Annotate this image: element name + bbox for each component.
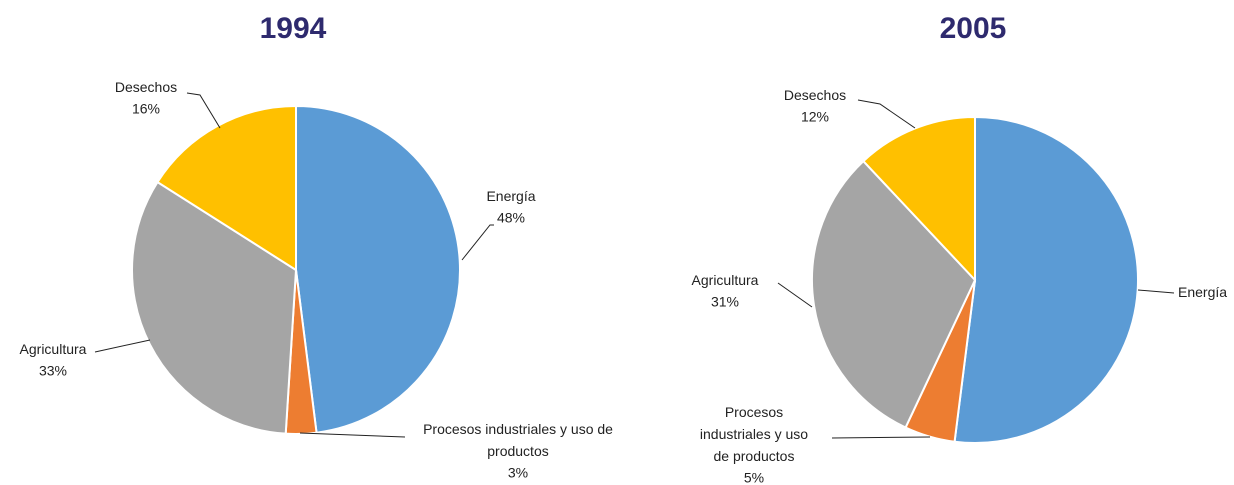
leader-line: [1137, 289, 1175, 294]
category-label-line: Desechos: [115, 79, 177, 95]
value-label: 16%: [132, 101, 160, 117]
category-label: Procesos industriales y uso de productos: [700, 404, 808, 464]
value-label: 12%: [801, 109, 829, 125]
leader-line: [461, 224, 494, 261]
category-label: Desechos: [784, 87, 846, 103]
leader-line: [831, 436, 931, 439]
category-label-line: Agricultura: [20, 341, 87, 357]
pie-slice: [862, 115, 976, 283]
category-label-line: Energía: [1178, 284, 1227, 300]
category-label-line: Procesos: [725, 404, 783, 420]
category-label-line: Desechos: [784, 87, 846, 103]
category-label: Energía: [486, 188, 535, 204]
category-label-line: Agricultura: [692, 272, 759, 288]
leader-line: [186, 92, 221, 129]
category-label: Procesos industriales y uso de productos: [423, 421, 613, 459]
value-label: 31%: [711, 294, 739, 310]
pie-slice: [811, 159, 977, 429]
pie-slice: [953, 115, 1139, 444]
category-label-line: productos: [487, 443, 548, 459]
leader-line: [299, 432, 406, 438]
category-label: Desechos: [115, 79, 177, 95]
category-label-line: de productos: [714, 448, 795, 464]
pie-slice: [156, 104, 297, 272]
chart-title: 2005: [940, 12, 1007, 45]
category-label: Agricultura: [692, 272, 759, 288]
pie-slice: [295, 104, 461, 434]
leader-line: [857, 99, 916, 129]
leader-line: [94, 339, 151, 353]
category-label: Agricultura: [20, 341, 87, 357]
category-label-line: industriales y uso: [700, 426, 808, 442]
category-label: Energía: [1178, 284, 1227, 300]
category-label-line: Energía: [486, 188, 535, 204]
value-label: 33%: [39, 363, 67, 379]
value-label: 3%: [508, 465, 528, 481]
value-label: 48%: [497, 210, 525, 226]
value-label: 5%: [744, 470, 764, 485]
leader-line: [777, 282, 813, 308]
category-label-line: Procesos industriales y uso de: [423, 421, 613, 437]
chart-title: 1994: [260, 12, 327, 45]
